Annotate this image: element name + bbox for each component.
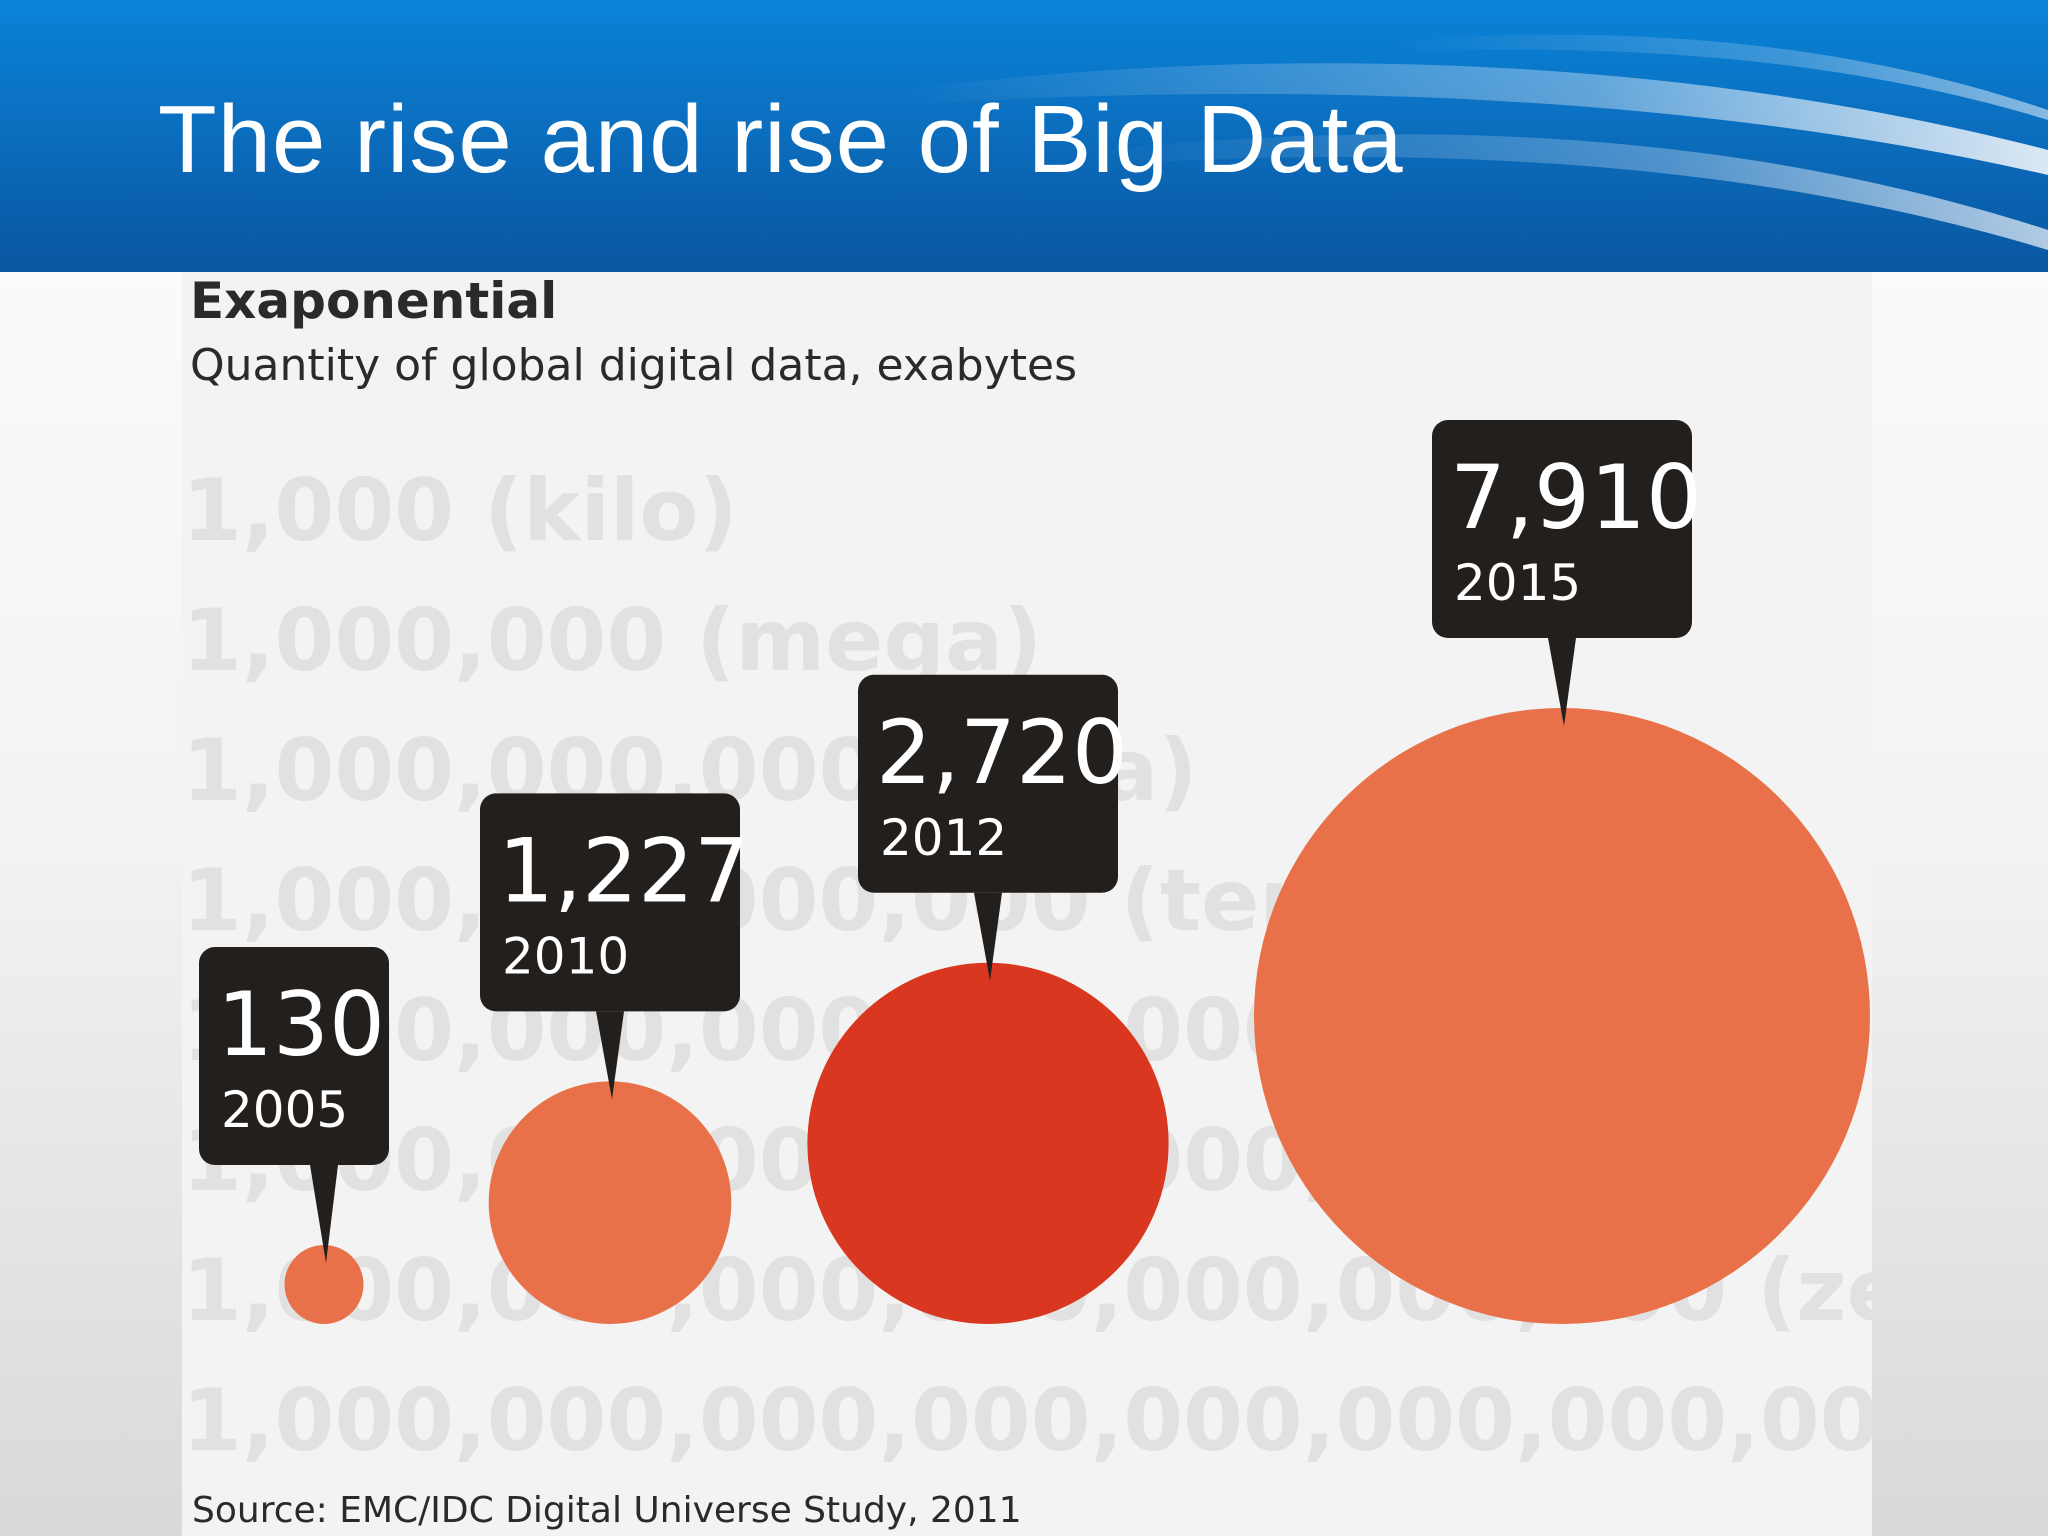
callout-value-2012: 2,720 — [876, 701, 1128, 804]
callout-pointer-2005 — [310, 1165, 338, 1264]
chart-title: Exaponential — [190, 272, 557, 330]
scale-label: 1,000,000,000,000 (tera) — [182, 851, 1399, 951]
callout-box-2015 — [1432, 420, 1692, 638]
slide-title: The rise and rise of Big Data — [158, 86, 1404, 193]
bubble-2005 — [284, 1245, 364, 1324]
scale-label: 1,000 (kilo) — [182, 461, 738, 561]
callout-value-2015: 7,910 — [1450, 446, 1702, 549]
callout-value-2005: 130 — [217, 973, 385, 1076]
chart-source: Source: EMC/IDC Digital Universe Study, … — [192, 1490, 1022, 1531]
banner-swoosh-decoration — [900, 34, 2048, 250]
callout-box-2010 — [480, 793, 740, 1012]
callout-value-2010: 1,227 — [498, 819, 750, 922]
callout-pointer-2010 — [596, 1011, 624, 1100]
bubble-2015 — [1254, 708, 1870, 1324]
scale-label: 1,000,000,000,000,000,000,000,000 (yotta… — [182, 1371, 1872, 1471]
callout-year-2015: 2015 — [1454, 554, 1581, 612]
scale-label: 1,000,000 (mega) — [182, 591, 1042, 691]
callout-year-2005: 2005 — [221, 1081, 348, 1139]
bubble-2012 — [807, 962, 1169, 1324]
title-banner: The rise and rise of Big Data — [0, 0, 2048, 272]
chart-subtitle: Quantity of global digital data, exabyte… — [190, 340, 1077, 391]
bubbles — [284, 708, 1870, 1324]
callout-year-2010: 2010 — [502, 927, 629, 985]
callout-year-2012: 2012 — [880, 809, 1007, 867]
callout-pointer-2012 — [974, 892, 1002, 981]
bubble-chart: 1,000 (kilo) 1,000,000 (mega) 1,000,000,00… — [182, 272, 1872, 1531]
callout-box-2005 — [199, 947, 389, 1166]
bubble-2010 — [488, 1081, 732, 1324]
callout-pointer-2015 — [1548, 638, 1576, 726]
callout-box-2012 — [858, 674, 1118, 893]
chart-panel: 1,000 (kilo) 1,000,000 (mega) 1,000,000,00… — [182, 272, 1872, 1536]
